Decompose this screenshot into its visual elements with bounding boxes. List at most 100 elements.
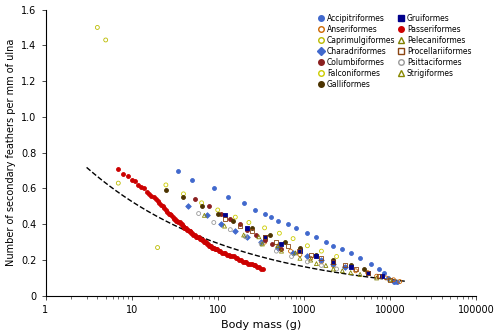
Point <box>176 220 184 225</box>
Point <box>284 222 292 227</box>
Point <box>232 229 239 234</box>
Point <box>157 202 165 207</box>
Point <box>296 245 304 250</box>
Point <box>289 236 297 241</box>
Point <box>218 250 226 256</box>
Point <box>330 259 338 264</box>
Point <box>346 270 354 275</box>
Point <box>186 229 194 234</box>
Point <box>393 279 401 284</box>
Point <box>220 213 228 218</box>
Point <box>183 227 191 232</box>
Point <box>312 254 320 259</box>
Point <box>190 232 198 238</box>
Point <box>200 240 208 245</box>
Point <box>208 245 216 250</box>
Point <box>114 180 122 186</box>
Point <box>198 204 205 209</box>
Point <box>274 245 282 250</box>
Point <box>204 241 212 247</box>
Point <box>375 274 383 279</box>
Point <box>251 207 259 213</box>
Point <box>152 197 160 202</box>
Point <box>168 214 176 220</box>
Point <box>240 200 248 206</box>
Point <box>235 257 243 263</box>
Point <box>140 186 148 191</box>
Point <box>364 270 372 275</box>
Point <box>124 173 132 179</box>
Point <box>360 266 368 272</box>
Point <box>295 248 303 254</box>
Point <box>292 225 300 230</box>
Point <box>159 204 167 209</box>
Point <box>200 213 208 218</box>
Point <box>226 254 234 259</box>
Point <box>244 261 252 266</box>
Point <box>346 250 354 256</box>
Point <box>390 277 398 283</box>
Point <box>341 263 349 268</box>
Point <box>338 268 346 274</box>
Point <box>318 257 326 263</box>
Point <box>174 168 182 173</box>
Point <box>272 248 280 254</box>
Point <box>292 250 300 256</box>
Point <box>318 248 326 254</box>
Point <box>276 230 283 236</box>
Point <box>232 214 239 220</box>
Point <box>210 220 218 225</box>
Point <box>248 225 256 230</box>
Point <box>198 238 206 243</box>
Point <box>102 37 110 43</box>
Point <box>114 166 122 171</box>
Point <box>318 259 326 264</box>
Point <box>194 234 202 240</box>
Point <box>197 236 205 241</box>
Point <box>257 241 265 247</box>
Point <box>252 232 260 238</box>
Point <box>240 259 248 264</box>
Point <box>226 227 234 232</box>
Legend: Accipitriformes, Anseriformes, Caprimulgiformes, Charadriformes, Columbiformes, : Accipitriformes, Anseriformes, Caprimulg… <box>316 12 474 91</box>
Point <box>396 279 404 284</box>
Point <box>238 259 246 264</box>
Point <box>268 241 276 247</box>
Point <box>312 234 320 240</box>
Point <box>202 240 209 245</box>
Point <box>246 261 254 266</box>
Point <box>224 252 232 257</box>
Point <box>150 195 158 200</box>
Point <box>260 238 268 243</box>
Point <box>322 240 330 245</box>
Point <box>248 229 256 234</box>
Point <box>174 218 182 223</box>
Point <box>203 213 211 218</box>
Point <box>341 264 349 270</box>
Point <box>148 193 156 198</box>
Point <box>162 187 170 193</box>
Point <box>128 177 136 182</box>
Point <box>367 261 375 266</box>
Point <box>184 229 192 234</box>
Point <box>214 207 222 213</box>
Point <box>330 259 338 264</box>
Point <box>209 245 217 250</box>
Point <box>220 223 228 229</box>
Point <box>192 197 200 202</box>
Point <box>206 243 214 248</box>
Point <box>210 186 218 191</box>
Point <box>180 223 188 229</box>
Point <box>274 218 282 223</box>
Point <box>224 195 232 200</box>
Point <box>278 248 285 254</box>
Point <box>165 211 173 216</box>
Point <box>243 225 251 230</box>
Point <box>255 264 263 270</box>
Point <box>243 227 251 232</box>
Point <box>188 177 196 182</box>
Point <box>190 232 198 238</box>
Point <box>176 222 184 227</box>
Point <box>268 214 276 220</box>
Point <box>255 234 263 240</box>
